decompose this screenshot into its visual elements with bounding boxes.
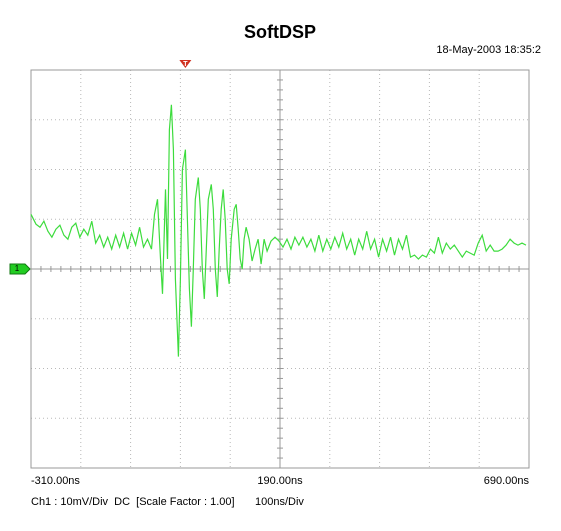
chart-title: SoftDSP — [244, 22, 316, 42]
trace — [30, 104, 527, 357]
x-tick-label: 190.00ns — [257, 475, 303, 487]
channel-settings: Ch1 : 10mV/Div DC [Scale Factor : 1.00] — [31, 496, 235, 508]
channel-marker — [9, 263, 31, 275]
plot-frame — [30, 69, 530, 469]
timestamp: 18-May-2003 18:35:2 — [436, 44, 541, 56]
time-per-div: 100ns/Div — [255, 496, 304, 508]
channel-label: 1 — [15, 264, 20, 273]
x-tick-label: -310.00ns — [31, 475, 80, 487]
x-tick-label: 690.00ns — [484, 475, 530, 487]
trigger-label: T — [183, 61, 188, 68]
trigger-marker — [179, 60, 192, 68]
